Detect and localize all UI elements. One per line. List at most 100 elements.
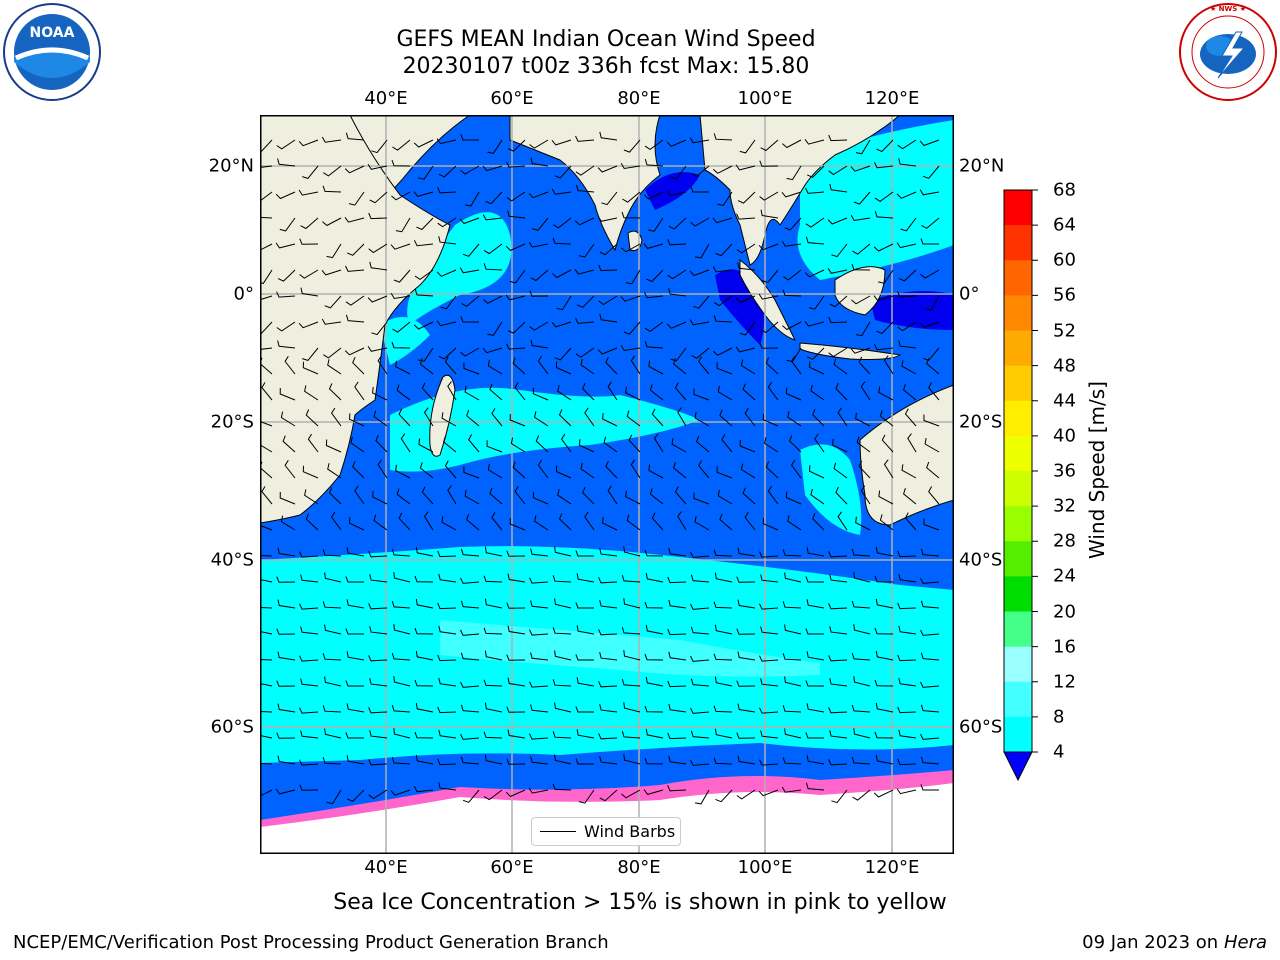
wind-barb: [736, 680, 756, 687]
wind-barb: [623, 598, 641, 609]
wind-barb: [667, 732, 687, 740]
wind-barb: [784, 624, 802, 635]
wind-barb: [736, 213, 756, 220]
wind-barb: [810, 384, 825, 401]
wind-barb: [759, 759, 779, 766]
wind-barb: [919, 189, 940, 196]
wind-barb: [900, 217, 917, 232]
wind-barb: [599, 704, 618, 713]
wind-barb: [898, 158, 917, 167]
wind-barb: [323, 165, 342, 177]
wind-barb: [279, 387, 296, 401]
wind-barb: [416, 217, 434, 231]
wind-barb: [648, 217, 664, 232]
wind-barb: [759, 342, 779, 349]
wind-barb: [737, 191, 756, 204]
wind-barb: [414, 731, 434, 739]
wind-barb: [580, 462, 595, 479]
land-africa: [260, 115, 451, 524]
wind-barb: [740, 463, 756, 479]
wind-barb: [505, 789, 526, 798]
wind-barb: [260, 578, 273, 583]
wind-barb: [691, 165, 710, 177]
wind-barb: [535, 435, 549, 453]
wind-barb: [736, 732, 756, 739]
wind-barb: [260, 607, 273, 609]
wind-barb: [712, 266, 733, 273]
wind-barb: [322, 757, 342, 765]
wind-barb: [742, 383, 756, 401]
wind-barb: [321, 136, 342, 143]
wind-barb: [831, 789, 848, 804]
wind-barb: [487, 139, 503, 154]
wind-barb: [510, 437, 526, 453]
wind-barb: [324, 728, 342, 739]
wind-barb: [853, 676, 871, 687]
wind-barb: [850, 215, 871, 222]
wind-barb: [529, 290, 549, 297]
wind-barb: [575, 317, 595, 324]
wind-barb: [537, 459, 549, 479]
wind-barb: [275, 191, 296, 200]
wind-barb: [698, 460, 710, 479]
wind-barb: [714, 676, 733, 687]
wind-barb: [926, 357, 940, 375]
wind-barb: [367, 346, 388, 352]
wind-barb: [805, 576, 824, 583]
wind-barb: [897, 654, 917, 662]
wind-barb: [690, 626, 710, 635]
lat-tick-right: 60°S: [959, 716, 1003, 738]
wind-barb: [305, 409, 319, 427]
wind-barb: [421, 486, 434, 505]
legend-line: [540, 831, 576, 832]
colorbar-label: Wind Speed [m/s]: [1085, 381, 1109, 559]
wind-barb: [828, 134, 848, 142]
wind-barb: [443, 436, 457, 453]
wind-barb: [460, 548, 480, 557]
wind-barb: [762, 269, 779, 283]
wind-barb: [460, 681, 480, 688]
wind-barb: [901, 464, 917, 479]
wind-barb: [575, 135, 595, 142]
wind-barb: [437, 187, 457, 194]
wind-barb: [557, 489, 572, 505]
colorbar-segment: [1004, 330, 1032, 367]
wind-barb: [628, 434, 641, 453]
wind-barb: [438, 165, 457, 178]
wind-barb: [673, 358, 687, 375]
wind-barb: [759, 655, 779, 662]
wind-barb: [623, 754, 641, 765]
wind-barb: [689, 269, 710, 277]
colorbar-tick-label: 20: [1053, 601, 1076, 622]
wind-barb: [644, 549, 664, 557]
wind-barb: [391, 600, 411, 609]
wind-barb: [833, 462, 848, 479]
wind-barb: [275, 242, 296, 249]
wind-barb: [690, 655, 710, 662]
wind-barb: [805, 782, 825, 791]
wind-barb: [368, 551, 388, 558]
wind-barb: [327, 463, 342, 479]
wind-barb: [530, 756, 549, 765]
wind-barb: [829, 295, 848, 308]
wind-barb: [507, 210, 526, 219]
wind-barb: [395, 217, 411, 233]
wind-barb: [438, 729, 457, 739]
wind-barb: [578, 789, 595, 804]
wind-barb: [601, 191, 618, 206]
wind-barb: [782, 289, 802, 297]
wind-barb: [393, 676, 411, 687]
wind-barb: [487, 321, 503, 336]
wind-barb: [299, 707, 319, 714]
wind-barb: [552, 731, 572, 739]
wind-barb: [574, 217, 595, 226]
wind-barb: [876, 139, 894, 153]
wind-barb: [260, 682, 273, 687]
wind-barb: [345, 680, 364, 687]
wind-barb: [926, 461, 940, 479]
wind-barb: [512, 461, 526, 479]
wind-barb: [369, 191, 388, 204]
wind-barb: [437, 602, 457, 610]
wind-barb: [321, 269, 342, 276]
wind-barb: [398, 408, 411, 427]
